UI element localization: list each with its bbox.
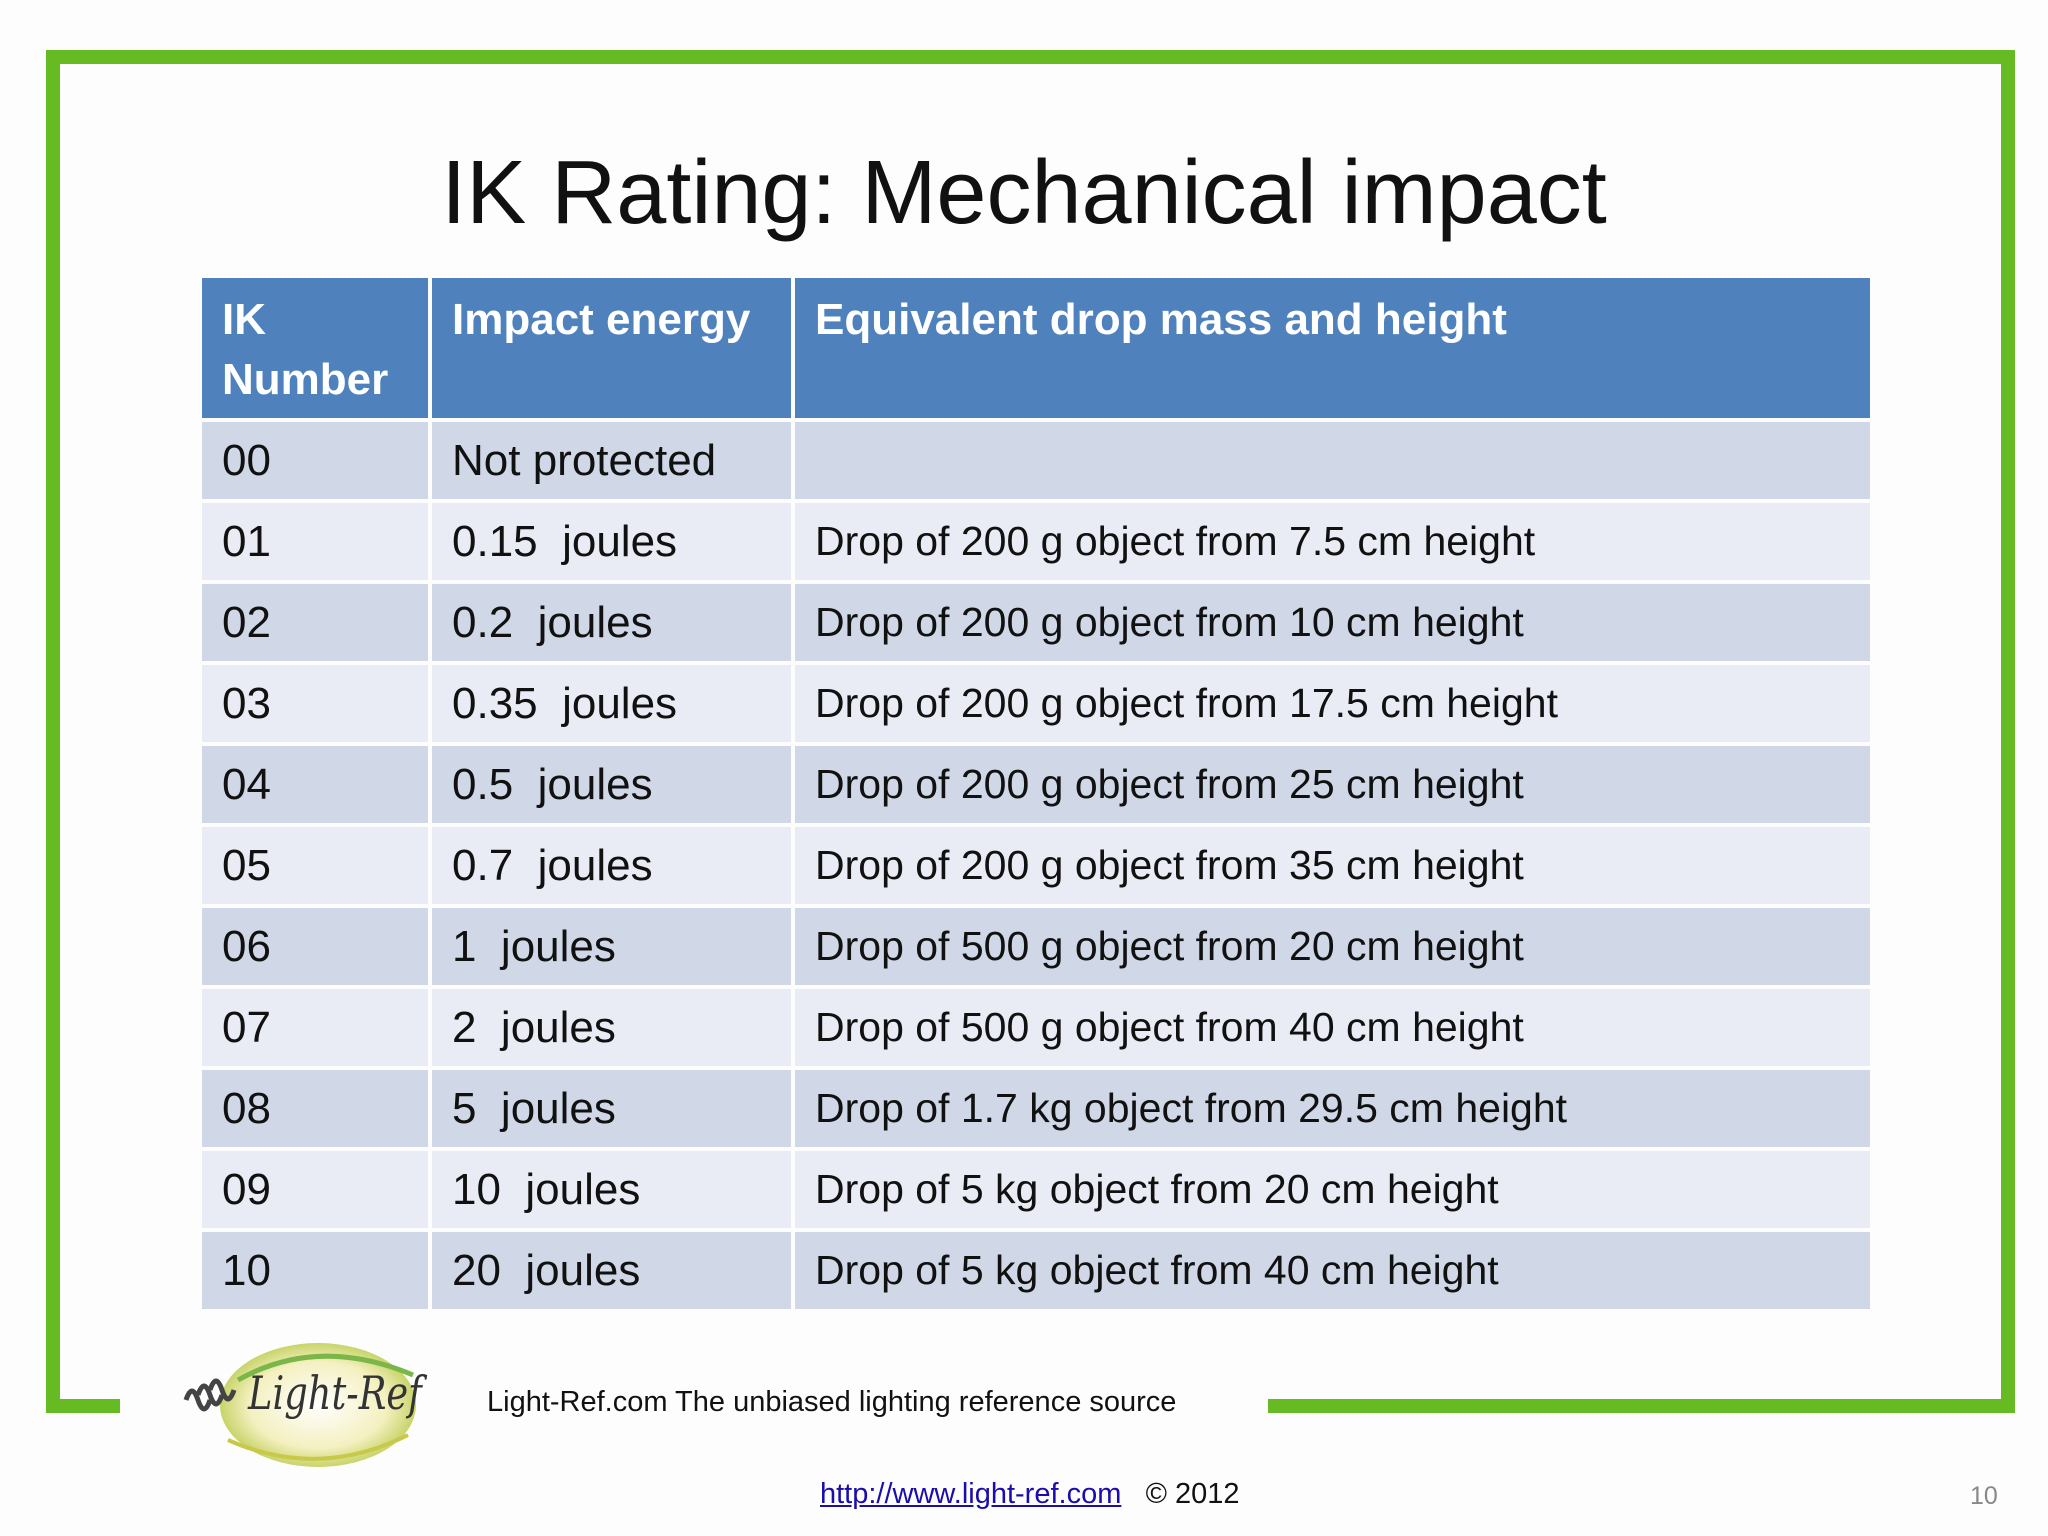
cell-equivalent-drop: Drop of 200 g object from 10 cm height xyxy=(795,584,1870,661)
table-row: 05 0.7 joules Drop of 200 g object from 35… xyxy=(202,827,1870,904)
table-row: 07 2 joules Drop of 500 g object from 40 c… xyxy=(202,989,1870,1066)
cell-equivalent-drop: Drop of 5 kg object from 40 cm height xyxy=(795,1232,1870,1309)
cell-equivalent-drop: Drop of 200 g object from 35 cm height xyxy=(795,827,1870,904)
table-row: 04 0.5 joules Drop of 200 g object from 25… xyxy=(202,746,1870,823)
cell-impact-energy: 20 joules xyxy=(432,1232,791,1309)
cell-equivalent-drop: Drop of 500 g object from 40 cm height xyxy=(795,989,1870,1066)
frame-right-border xyxy=(2001,50,2015,1413)
copyright: © 2012 xyxy=(1129,1478,1240,1510)
frame-bottom-left-border xyxy=(46,1399,120,1413)
table-row: 02 0.2 joules Drop of 200 g object from 10… xyxy=(202,584,1870,661)
cell-ik-number: 05 xyxy=(202,827,428,904)
cell-ik-number: 10 xyxy=(202,1232,428,1309)
table-row: 06 1 joules Drop of 500 g object from 20 c… xyxy=(202,908,1870,985)
cell-impact-energy: 1 joules xyxy=(432,908,791,985)
cell-ik-number: 06 xyxy=(202,908,428,985)
cell-ik-number: 09 xyxy=(202,1151,428,1228)
header-equivalent-drop: Equivalent drop mass and height xyxy=(795,278,1870,418)
website-link[interactable]: http://www.light-ref.com xyxy=(820,1478,1122,1510)
frame-left-border xyxy=(46,50,60,1413)
cell-impact-energy: 0.35 joules xyxy=(432,665,791,742)
ik-rating-table: IK Number Impact energy Equivalent drop … xyxy=(198,274,1874,1313)
cell-equivalent-drop: Drop of 5 kg object from 20 cm height xyxy=(795,1151,1870,1228)
table-row: 03 0.35 joules Drop of 200 g object from 1… xyxy=(202,665,1870,742)
cell-ik-number: 08 xyxy=(202,1070,428,1147)
header-impact-energy: Impact energy xyxy=(432,278,791,418)
slide-title: IK Rating: Mechanical impact xyxy=(441,143,1607,243)
table-row: 10 20 joules Drop of 5 kg object from 40 c… xyxy=(202,1232,1870,1309)
table-row: 09 10 joules Drop of 5 kg object from 20 c… xyxy=(202,1151,1870,1228)
cell-equivalent-drop: Drop of 1.7 kg object from 29.5 cm heigh… xyxy=(795,1070,1870,1147)
cell-impact-energy: 0.5 joules xyxy=(432,746,791,823)
page-number: 10 xyxy=(1970,1482,1998,1510)
light-ref-logo-icon xyxy=(183,1343,416,1467)
table-row: 01 0.15 joules Drop of 200 g object from 7… xyxy=(202,503,1870,580)
light-ref-logo xyxy=(168,1340,418,1470)
cell-impact-energy: 2 joules xyxy=(432,989,791,1066)
cell-ik-number: 07 xyxy=(202,989,428,1066)
cell-impact-energy: 0.7 joules xyxy=(432,827,791,904)
header-ik-number: IK Number xyxy=(202,278,428,418)
frame-top-border xyxy=(46,50,2015,64)
cell-equivalent-drop: Drop of 200 g object from 25 cm height xyxy=(795,746,1870,823)
logo-text: Light-Ref xyxy=(248,1366,422,1420)
cell-ik-number: 00 xyxy=(202,422,428,499)
cell-impact-energy: Not protected xyxy=(432,422,791,499)
cell-equivalent-drop: Drop of 200 g object from 17.5 cm height xyxy=(795,665,1870,742)
footer: http://www.light-ref.com © 2012 xyxy=(820,1478,1240,1511)
cell-impact-energy: 0.15 joules xyxy=(432,503,791,580)
cell-impact-energy: 0.2 joules xyxy=(432,584,791,661)
table-row: 00 Not protected xyxy=(202,422,1870,499)
table-body: 00 Not protected 01 0.15 joules Drop of 200 … xyxy=(202,422,1870,1309)
cell-ik-number: 02 xyxy=(202,584,428,661)
tagline: Light-Ref.com The unbiased lighting refe… xyxy=(487,1386,1177,1418)
cell-impact-energy: 5 joules xyxy=(432,1070,791,1147)
cell-ik-number: 03 xyxy=(202,665,428,742)
frame-bottom-right-border xyxy=(1268,1399,2015,1413)
copyright-text: © 2012 xyxy=(1145,1478,1240,1510)
table-row: 08 5 joules Drop of 1.7 kg object from 29.… xyxy=(202,1070,1870,1147)
cell-ik-number: 04 xyxy=(202,746,428,823)
table-header-row: IK Number Impact energy Equivalent drop … xyxy=(202,278,1870,418)
cell-equivalent-drop xyxy=(795,422,1870,499)
cell-equivalent-drop: Drop of 500 g object from 20 cm height xyxy=(795,908,1870,985)
cell-equivalent-drop: Drop of 200 g object from 7.5 cm height xyxy=(795,503,1870,580)
cell-impact-energy: 10 joules xyxy=(432,1151,791,1228)
cell-ik-number: 01 xyxy=(202,503,428,580)
